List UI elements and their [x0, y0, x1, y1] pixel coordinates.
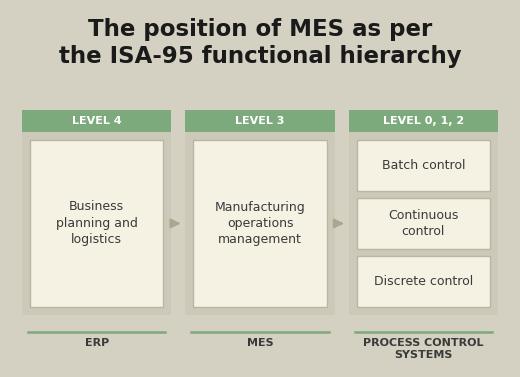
- Text: LEVEL 3: LEVEL 3: [236, 116, 284, 126]
- Bar: [357, 256, 490, 307]
- Text: Batch control: Batch control: [382, 159, 465, 172]
- Text: Manufacturing
operations
management: Manufacturing operations management: [215, 201, 305, 247]
- Text: PROCESS CONTROL
SYSTEMS: PROCESS CONTROL SYSTEMS: [363, 338, 484, 360]
- Text: The position of MES as per
the ISA-95 functional hierarchy: The position of MES as per the ISA-95 fu…: [59, 18, 461, 69]
- Text: Business
planning and
logistics: Business planning and logistics: [56, 201, 138, 247]
- Text: Continuous
control: Continuous control: [388, 209, 459, 238]
- Bar: [357, 140, 490, 191]
- Bar: [185, 110, 335, 132]
- Text: LEVEL 4: LEVEL 4: [72, 116, 122, 126]
- Text: Discrete control: Discrete control: [374, 275, 473, 288]
- Bar: [349, 110, 498, 315]
- Bar: [30, 140, 163, 307]
- Text: MES: MES: [246, 338, 274, 348]
- Bar: [22, 110, 171, 315]
- Bar: [357, 198, 490, 249]
- Text: LEVEL 0, 1, 2: LEVEL 0, 1, 2: [383, 116, 464, 126]
- Bar: [185, 110, 335, 315]
- Text: ERP: ERP: [85, 338, 109, 348]
- Bar: [22, 110, 171, 132]
- Bar: [193, 140, 327, 307]
- Bar: [349, 110, 498, 132]
